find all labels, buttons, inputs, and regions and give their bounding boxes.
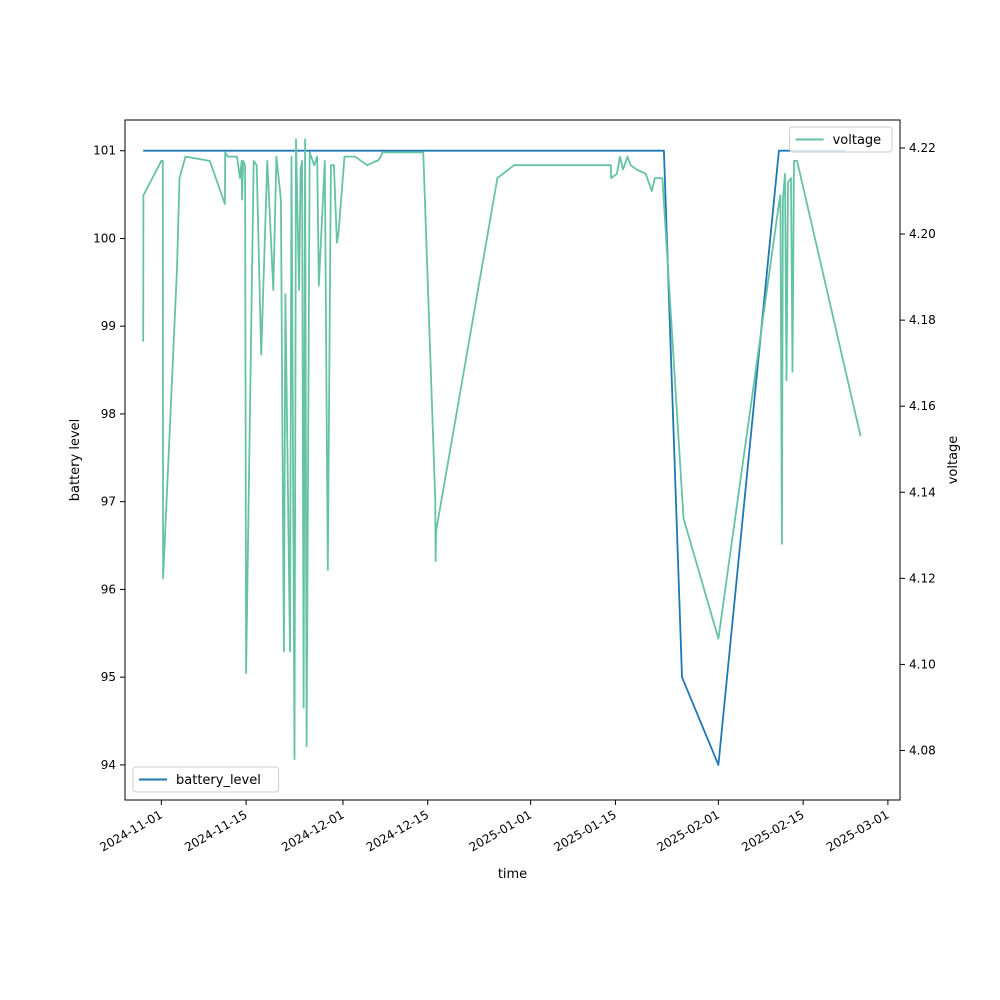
y-axis-left: 94 95 96 97 98 99 100 101 xyxy=(93,144,125,772)
y-left-tick-label: 100 xyxy=(93,231,116,245)
legend-label: battery_level xyxy=(176,773,261,788)
y-axis-right-label: voltage xyxy=(946,436,961,485)
y-left-tick-label: 96 xyxy=(101,582,116,596)
y-left-tick-label: 101 xyxy=(93,144,116,158)
axes-frame xyxy=(124,119,901,801)
legend-label: voltage xyxy=(833,133,882,148)
y-right-tick-label: 4.16 xyxy=(909,399,936,413)
y-axis-left-label: battery level xyxy=(68,419,83,502)
y-left-tick-label: 97 xyxy=(101,495,116,509)
legend-voltage: voltage xyxy=(789,126,893,153)
x-axis-label: time xyxy=(498,867,527,882)
y-right-tick-label: 4.18 xyxy=(909,313,936,327)
y-left-tick-label: 98 xyxy=(101,407,116,421)
y-left-tick-label: 94 xyxy=(101,758,116,772)
legend-box xyxy=(132,766,280,793)
y-left-tick-label: 99 xyxy=(101,319,116,333)
y-right-tick-label: 4.14 xyxy=(909,485,936,499)
legend-box xyxy=(789,126,893,153)
legend-battery_level: battery_level xyxy=(132,766,280,793)
y-right-tick-label: 4.08 xyxy=(909,744,936,758)
legend-layer: battery_level voltage xyxy=(132,126,893,793)
y-axis-right: 4.08 4.10 4.12 4.14 4.16 4.18 4.20 4.22 xyxy=(900,141,936,758)
series-line-voltage xyxy=(142,138,862,760)
y-right-tick-label: 4.22 xyxy=(909,141,936,155)
y-right-tick-label: 4.20 xyxy=(909,227,936,241)
y-left-tick-label: 95 xyxy=(101,670,116,684)
y-right-tick-label: 4.10 xyxy=(909,657,936,671)
plot-frame xyxy=(124,119,901,801)
y-right-tick-label: 4.12 xyxy=(909,571,936,585)
